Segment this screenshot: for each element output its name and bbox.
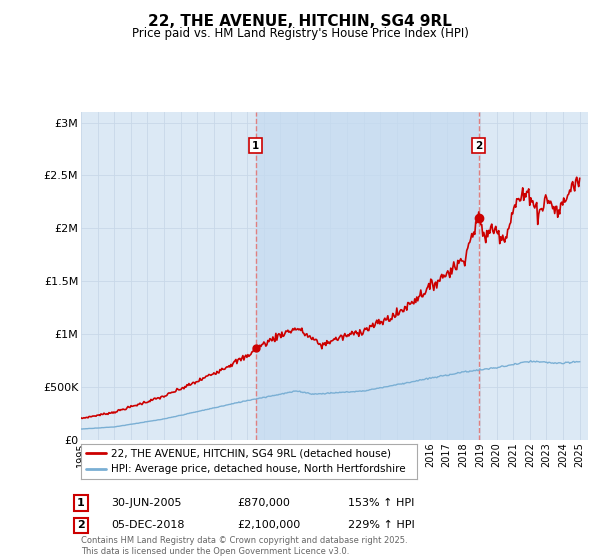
Text: 1: 1 <box>252 141 259 151</box>
Text: 2: 2 <box>475 141 482 151</box>
Text: £2,100,000: £2,100,000 <box>237 520 300 530</box>
Text: Contains HM Land Registry data © Crown copyright and database right 2025.
This d: Contains HM Land Registry data © Crown c… <box>81 536 407 556</box>
Text: £870,000: £870,000 <box>237 498 290 508</box>
Text: 229% ↑ HPI: 229% ↑ HPI <box>348 520 415 530</box>
Text: 05-DEC-2018: 05-DEC-2018 <box>111 520 185 530</box>
Text: 153% ↑ HPI: 153% ↑ HPI <box>348 498 415 508</box>
Text: 22, THE AVENUE, HITCHIN, SG4 9RL (detached house): 22, THE AVENUE, HITCHIN, SG4 9RL (detach… <box>111 449 391 459</box>
Text: 2: 2 <box>77 520 85 530</box>
Text: 30-JUN-2005: 30-JUN-2005 <box>111 498 182 508</box>
Text: HPI: Average price, detached house, North Hertfordshire: HPI: Average price, detached house, Nort… <box>111 464 406 474</box>
Text: 1: 1 <box>77 498 85 508</box>
Text: Price paid vs. HM Land Registry's House Price Index (HPI): Price paid vs. HM Land Registry's House … <box>131 27 469 40</box>
Text: 22, THE AVENUE, HITCHIN, SG4 9RL: 22, THE AVENUE, HITCHIN, SG4 9RL <box>148 14 452 29</box>
Bar <box>256 112 479 440</box>
